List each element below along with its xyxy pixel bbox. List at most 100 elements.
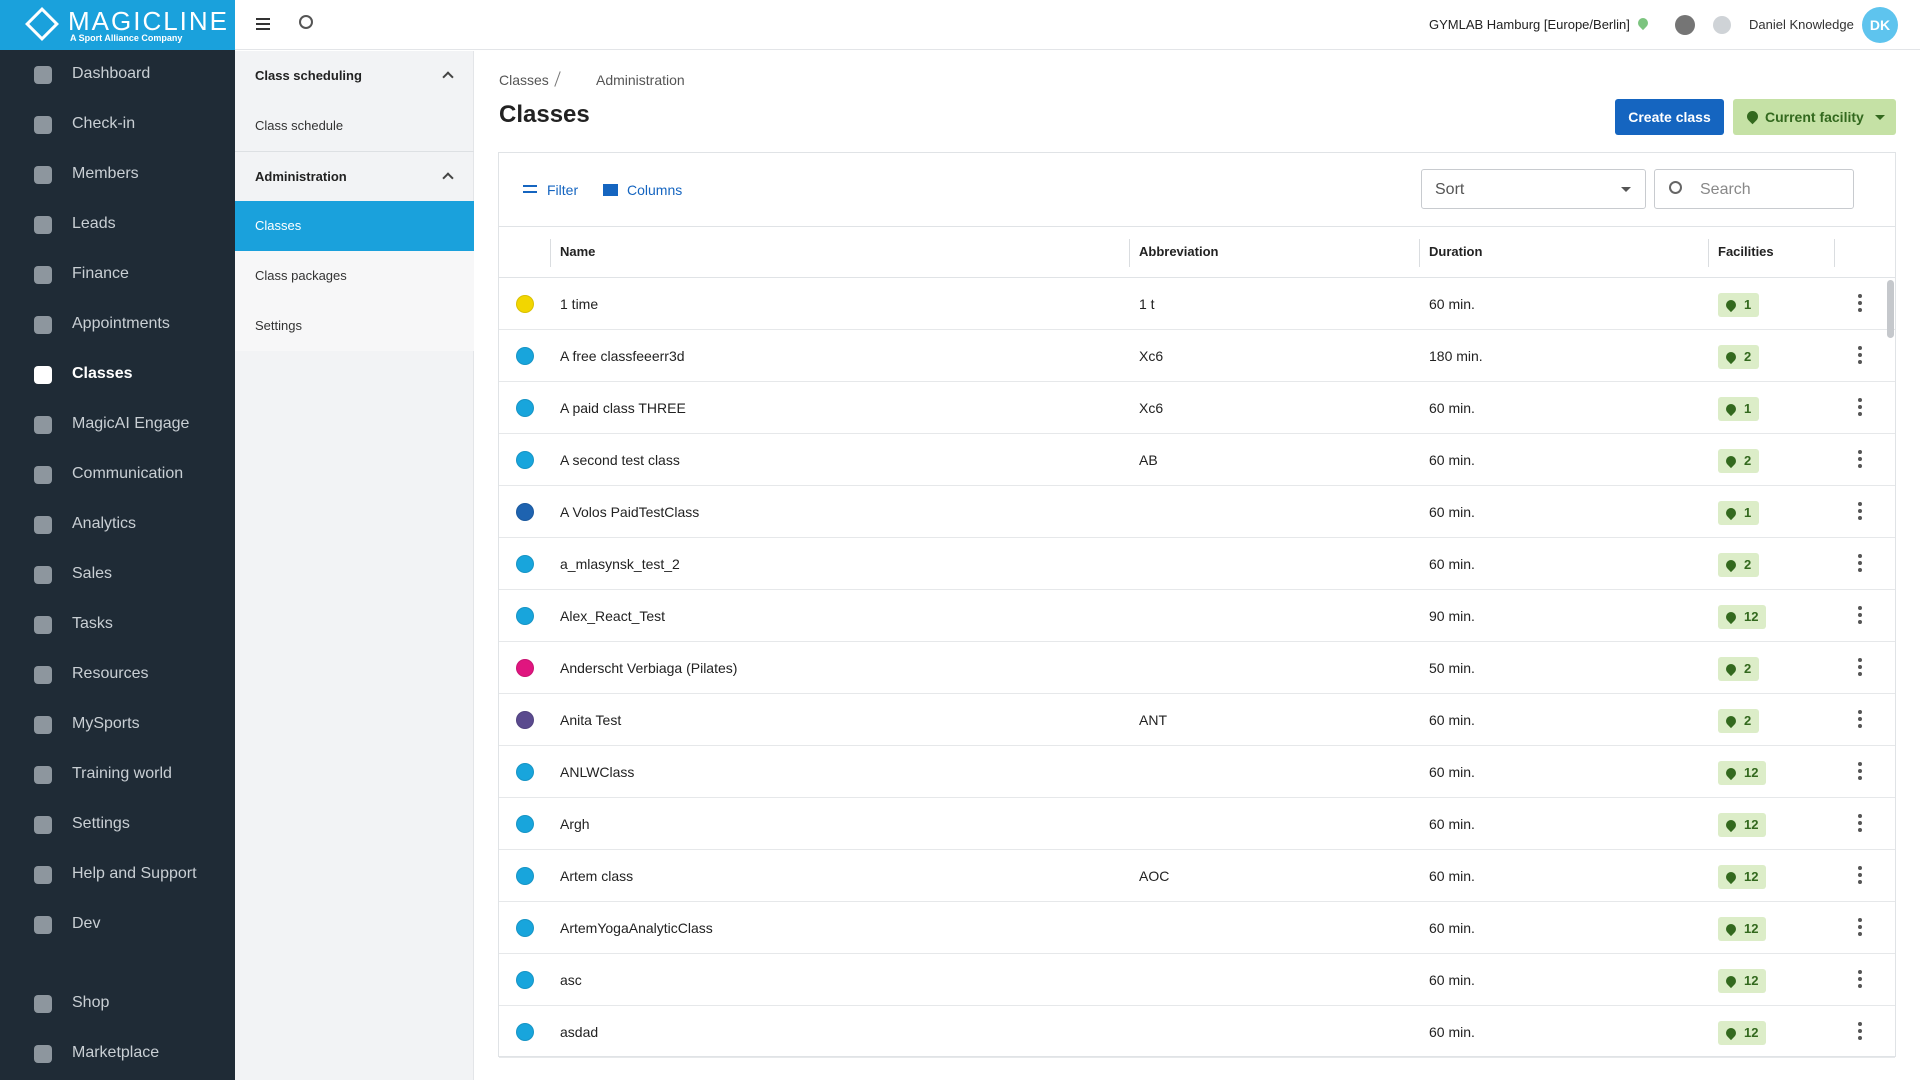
column-header[interactable]: Abbreviation bbox=[1139, 244, 1219, 259]
subnav-item[interactable]: Classes bbox=[235, 201, 474, 251]
nav-item[interactable]: Classes bbox=[0, 350, 235, 400]
menu-dot bbox=[1858, 762, 1862, 766]
table-row[interactable]: Artem class AOC 60 min. 12 bbox=[499, 850, 1895, 902]
column-header[interactable]: Facilities bbox=[1718, 244, 1774, 259]
facility-button[interactable]: Current facility bbox=[1733, 99, 1896, 135]
facilities-badge: 1 bbox=[1718, 293, 1760, 317]
subnav-section[interactable]: Administration bbox=[235, 151, 474, 201]
nav-icon bbox=[34, 716, 52, 734]
nav-item[interactable]: Members bbox=[0, 150, 235, 200]
table-row[interactable]: asc 60 min. 12 bbox=[499, 954, 1895, 1006]
nav-item[interactable]: Sales bbox=[0, 550, 235, 600]
subnav-item[interactable]: Class packages bbox=[235, 251, 474, 301]
row-menu[interactable] bbox=[1855, 762, 1865, 782]
row-menu[interactable] bbox=[1855, 710, 1865, 730]
download-icon[interactable] bbox=[1713, 16, 1731, 34]
row-menu[interactable] bbox=[1855, 554, 1865, 574]
avatar[interactable]: DK bbox=[1862, 7, 1898, 43]
nav-label: Marketplace bbox=[72, 1044, 160, 1061]
nav-item[interactable]: Marketplace bbox=[0, 1029, 235, 1079]
column-header[interactable]: Name bbox=[560, 244, 596, 259]
menu-dot bbox=[1858, 554, 1862, 558]
table-row[interactable]: asdad 60 min. 12 bbox=[499, 1006, 1895, 1058]
row-menu[interactable] bbox=[1855, 502, 1865, 522]
nav-item[interactable]: MySports bbox=[0, 700, 235, 750]
menu-dot bbox=[1858, 308, 1862, 312]
breadcrumb-item[interactable]: Classes bbox=[499, 72, 549, 88]
subnav-section[interactable]: Class scheduling bbox=[235, 51, 474, 101]
class-duration: 60 min. bbox=[1429, 556, 1475, 572]
row-menu[interactable] bbox=[1855, 398, 1865, 418]
nav-icon bbox=[34, 816, 52, 834]
nav-item[interactable]: Shop bbox=[0, 979, 235, 1029]
table-row[interactable]: Anderscht Verbiaga (Pilates) 50 min. 2 bbox=[499, 642, 1895, 694]
nav-label: Training world bbox=[72, 765, 172, 782]
facilities-count: 12 bbox=[1744, 609, 1759, 624]
row-menu[interactable] bbox=[1855, 1022, 1865, 1042]
nav-item[interactable]: Appointments bbox=[0, 300, 235, 350]
menu-dot bbox=[1858, 866, 1862, 870]
menu-dot bbox=[1858, 1036, 1862, 1040]
search-input[interactable]: Search bbox=[1654, 169, 1854, 209]
table-header: Name Abbreviation Duration Facilities bbox=[499, 226, 1895, 278]
create-button[interactable]: Create class bbox=[1615, 99, 1724, 135]
row-menu[interactable] bbox=[1855, 606, 1865, 626]
nav-item[interactable]: Settings bbox=[0, 800, 235, 850]
logo-text: MAGICLINE bbox=[68, 6, 230, 36]
row-menu[interactable] bbox=[1855, 658, 1865, 678]
row-menu[interactable] bbox=[1855, 450, 1865, 470]
nav-item[interactable]: Check-in bbox=[0, 100, 235, 150]
menu-icon[interactable] bbox=[256, 18, 270, 30]
subnav-item[interactable]: Class schedule bbox=[235, 101, 474, 151]
sort-select[interactable]: Sort bbox=[1421, 169, 1646, 209]
table-row[interactable]: A paid class THREE Xc6 60 min. 1 bbox=[499, 382, 1895, 434]
column-header[interactable]: Duration bbox=[1429, 244, 1483, 259]
filter-button[interactable]: Filter bbox=[523, 179, 593, 203]
breadcrumb-item[interactable]: Administration bbox=[596, 72, 685, 88]
table-row[interactable]: a_mlasynsk_test_2 60 min. 2 bbox=[499, 538, 1895, 590]
nav-label: Check-in bbox=[72, 115, 136, 132]
class-name: A Volos PaidTestClass bbox=[560, 504, 700, 520]
table-row[interactable]: A free classfeeerr3d Xc6 180 min. 2 bbox=[499, 330, 1895, 382]
table-row[interactable]: Argh 60 min. 12 bbox=[499, 798, 1895, 850]
nav-item[interactable]: Communication bbox=[0, 450, 235, 500]
row-menu[interactable] bbox=[1855, 814, 1865, 834]
nav-item[interactable]: Help and Support bbox=[0, 850, 235, 900]
nav-icon bbox=[34, 616, 52, 634]
nav-item[interactable]: Leads bbox=[0, 200, 235, 250]
table-row[interactable]: Anita Test ANT 60 min. 2 bbox=[499, 694, 1895, 746]
nav-item[interactable]: Finance bbox=[0, 250, 235, 300]
table-row[interactable]: ANLWClass 60 min. 12 bbox=[499, 746, 1895, 798]
nav-item[interactable]: MagicAI Engage bbox=[0, 400, 235, 450]
menu-dot bbox=[1858, 516, 1862, 520]
logo-area: MAGICLINE A Sport Alliance Company bbox=[0, 0, 235, 50]
top-bar: GYMLAB Hamburg [Europe/Berlin] Daniel Kno… bbox=[235, 0, 1920, 50]
help-icon[interactable] bbox=[1675, 15, 1695, 35]
nav-item[interactable]: Analytics bbox=[0, 500, 235, 550]
table-row[interactable]: ArtemYogaAnalyticClass 60 min. 12 bbox=[499, 902, 1895, 954]
nav-item[interactable]: Tasks bbox=[0, 600, 235, 650]
row-menu[interactable] bbox=[1855, 970, 1865, 990]
table-row[interactable]: Alex_React_Test 90 min. 12 bbox=[499, 590, 1895, 642]
nav-item[interactable]: Resources bbox=[0, 650, 235, 700]
row-menu[interactable] bbox=[1855, 346, 1865, 366]
nav-item[interactable]: Dashboard bbox=[0, 50, 235, 100]
row-menu[interactable] bbox=[1855, 918, 1865, 938]
nav-item[interactable]: Training world bbox=[0, 750, 235, 800]
scrollbar-thumb bbox=[1887, 280, 1894, 338]
class-color-dot bbox=[516, 555, 534, 573]
menu-dot bbox=[1858, 1029, 1862, 1033]
table-row[interactable]: 1 time 1 t 60 min. 1 bbox=[499, 278, 1895, 330]
row-menu[interactable] bbox=[1855, 294, 1865, 314]
search-icon[interactable] bbox=[299, 15, 313, 29]
class-color-dot bbox=[516, 971, 534, 989]
class-color-dot bbox=[516, 919, 534, 937]
class-duration: 180 min. bbox=[1429, 348, 1483, 364]
table-row[interactable]: A Volos PaidTestClass 60 min. 1 bbox=[499, 486, 1895, 538]
columns-button[interactable]: Columns bbox=[603, 179, 693, 203]
nav-item[interactable]: Dev bbox=[0, 900, 235, 950]
table-row[interactable]: A second test class AB 60 min. 2 bbox=[499, 434, 1895, 486]
subnav-item[interactable]: Settings bbox=[235, 301, 474, 351]
logo-tagline: A Sport Alliance Company bbox=[70, 33, 183, 43]
row-menu[interactable] bbox=[1855, 866, 1865, 886]
